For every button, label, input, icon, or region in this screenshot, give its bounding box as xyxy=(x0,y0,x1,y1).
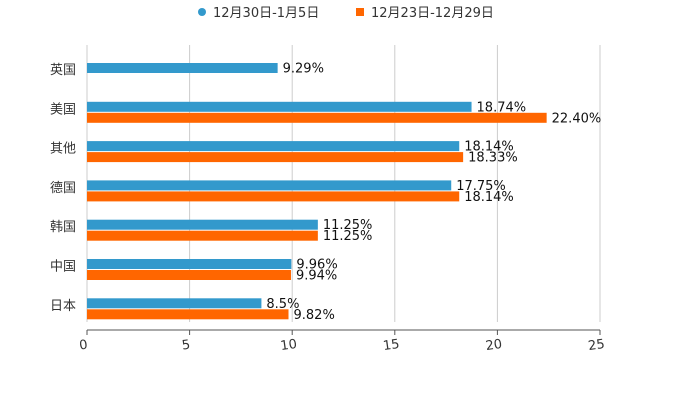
data-label-1-6: 8.5% xyxy=(266,297,299,312)
legend-marker-1 xyxy=(198,8,206,16)
data-label-2-6: 9.82% xyxy=(294,308,335,323)
bar-1-1 xyxy=(87,101,472,112)
bar-2-3 xyxy=(87,191,460,202)
category-label-4: 韩国 xyxy=(50,220,76,235)
bar-2-5 xyxy=(87,270,291,280)
bar-2-6 xyxy=(87,309,289,320)
x-tick-label-3: 15 xyxy=(382,337,400,354)
data-label-2-4: 11.25% xyxy=(323,229,373,244)
x-tick-label-4: 20 xyxy=(485,337,503,354)
legend-label-2: 12月23日-12月29日 xyxy=(371,6,494,21)
category-label-5: 中国 xyxy=(50,260,76,275)
legend-marker-2 xyxy=(356,8,364,16)
x-tick-label-0: 0 xyxy=(78,338,88,354)
legend-label-1: 12月30日-1月5日 xyxy=(213,6,319,21)
bar-1-0 xyxy=(87,63,278,73)
bar-1-2 xyxy=(87,141,460,152)
data-label-1-0: 9.29% xyxy=(283,62,324,77)
x-tick-label-5: 25 xyxy=(587,337,605,354)
category-label-0: 英国 xyxy=(50,63,76,78)
category-label-1: 美国 xyxy=(50,102,76,117)
bar-1-5 xyxy=(87,259,292,269)
bar-1-4 xyxy=(87,219,318,230)
data-label-1-5: 9.96% xyxy=(296,258,337,273)
bar-1-3 xyxy=(87,180,452,191)
data-label-1-4: 11.25% xyxy=(323,218,373,233)
bar-2-1 xyxy=(87,112,547,123)
data-label-2-3: 18.14% xyxy=(464,190,514,205)
category-label-2: 其他 xyxy=(50,142,76,157)
bar-2-2 xyxy=(87,152,464,163)
bar-1-6 xyxy=(87,298,262,309)
x-axis: 0 5 10 15 20 25 xyxy=(78,329,606,354)
bars xyxy=(87,63,547,320)
data-label-2-2: 18.33% xyxy=(468,151,518,166)
data-label-1-3: 17.75% xyxy=(456,179,506,194)
data-label-1-2: 18.14% xyxy=(464,140,514,155)
category-label-3: 德国 xyxy=(50,181,76,196)
category-label-6: 日本 xyxy=(50,299,76,314)
bar-2-4 xyxy=(87,230,318,241)
data-labels: 9.29%18.74%22.40%18.14%18.33%17.75%18.14… xyxy=(266,62,601,323)
data-label-1-1: 18.74% xyxy=(477,100,527,115)
x-tick-label-1: 5 xyxy=(181,338,191,354)
x-tick-label-2: 10 xyxy=(279,337,297,354)
data-label-2-5: 9.94% xyxy=(296,269,337,284)
data-label-2-1: 22.40% xyxy=(552,111,602,126)
legend: 12月30日-1月5日 12月23日-12月29日 xyxy=(198,6,494,21)
